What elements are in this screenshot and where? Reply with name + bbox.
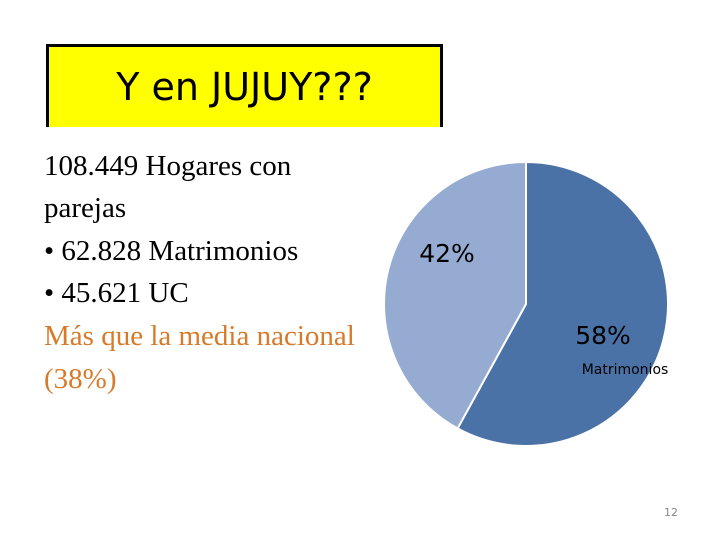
pie-slice: [383, 160, 527, 430]
page-number: 12: [664, 506, 678, 519]
value-label: 42%: [419, 239, 475, 268]
title-box: Y en JUJUY???: [46, 44, 443, 127]
title: Y en JUJUY???: [116, 65, 373, 109]
category-label: Matrimonios: [582, 362, 669, 378]
body-line: • 62.828 Matrimonios: [44, 235, 299, 267]
body-line: parejas: [44, 192, 127, 224]
body-line: (38%): [44, 363, 117, 395]
pie-slice: [456, 160, 669, 447]
body-line: 108.449 Hogares con: [44, 150, 292, 182]
body-line: • 45.621 UC: [44, 277, 189, 309]
body-line: Más que la media nacional: [44, 320, 355, 352]
value-label: 58%: [575, 321, 631, 350]
